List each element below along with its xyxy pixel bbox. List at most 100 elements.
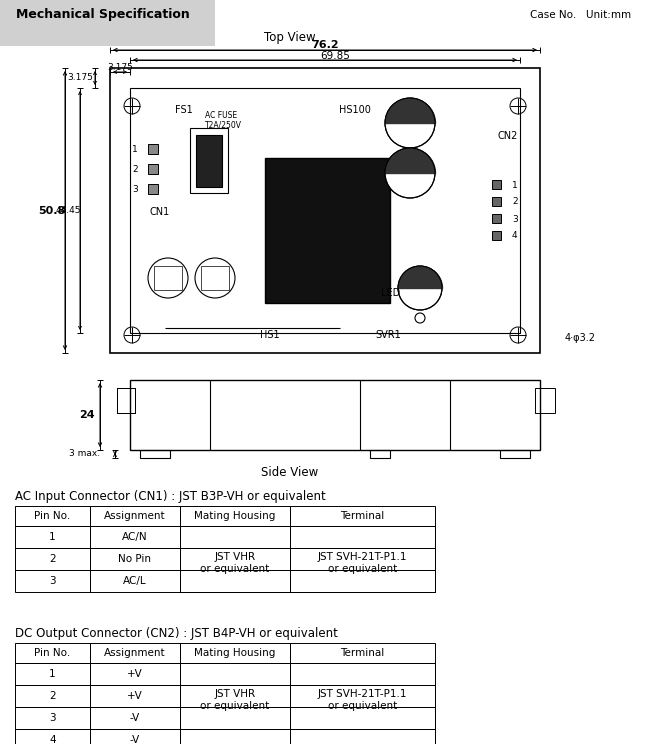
Bar xyxy=(130,88,520,333)
Text: 3.175: 3.175 xyxy=(107,63,133,72)
Text: 4·φ3.2: 4·φ3.2 xyxy=(565,333,596,343)
Bar xyxy=(15,707,90,729)
Bar xyxy=(90,506,180,526)
Text: 1: 1 xyxy=(512,181,518,190)
Text: Pin No.: Pin No. xyxy=(34,511,70,521)
Bar xyxy=(90,663,180,685)
Bar xyxy=(180,526,290,548)
Bar xyxy=(90,685,180,707)
Bar xyxy=(117,388,135,413)
Bar xyxy=(90,643,180,663)
Bar xyxy=(140,450,170,458)
Bar xyxy=(180,685,290,707)
Text: 2: 2 xyxy=(49,554,56,564)
Text: Top View: Top View xyxy=(264,31,316,45)
Bar xyxy=(196,135,222,187)
Text: or equivalent: or equivalent xyxy=(328,564,397,574)
Text: AC/N: AC/N xyxy=(122,532,148,542)
Text: JST SVH-21T-P1.1: JST SVH-21T-P1.1 xyxy=(318,552,407,562)
Text: or equivalent: or equivalent xyxy=(328,701,397,711)
Bar xyxy=(500,450,530,458)
Bar xyxy=(180,506,290,526)
Text: HS100: HS100 xyxy=(339,105,371,115)
Text: 3 max.: 3 max. xyxy=(69,449,100,458)
Bar xyxy=(290,663,435,685)
Text: 2: 2 xyxy=(133,165,138,175)
Text: 3: 3 xyxy=(512,214,518,223)
Text: Terminal: Terminal xyxy=(340,511,385,521)
Bar xyxy=(180,643,290,663)
Bar xyxy=(15,506,90,526)
Bar xyxy=(290,643,435,663)
Circle shape xyxy=(398,266,442,310)
Text: 1: 1 xyxy=(49,669,56,679)
Bar xyxy=(190,128,228,193)
Text: AC Input Connector (CN1) : JST B3P-VH or equivalent: AC Input Connector (CN1) : JST B3P-VH or… xyxy=(15,490,326,503)
Bar xyxy=(290,506,435,526)
Text: +V: +V xyxy=(127,669,143,679)
Bar xyxy=(15,526,90,548)
Text: AC/L: AC/L xyxy=(123,576,147,586)
Text: +V: +V xyxy=(127,691,143,701)
Text: JST VHR: JST VHR xyxy=(214,552,255,562)
Text: 3: 3 xyxy=(49,713,56,723)
Text: DC Output Connector (CN2) : JST B4P-VH or equivalent: DC Output Connector (CN2) : JST B4P-VH o… xyxy=(15,627,338,640)
Bar xyxy=(15,663,90,685)
Bar xyxy=(180,663,290,744)
Text: Mechanical Specification: Mechanical Specification xyxy=(16,8,190,21)
Bar xyxy=(90,526,180,548)
Text: or equivalent: or equivalent xyxy=(200,564,269,574)
Text: Assignment: Assignment xyxy=(105,648,165,658)
Bar xyxy=(492,214,501,223)
Text: Terminal: Terminal xyxy=(340,648,385,658)
Text: 4: 4 xyxy=(49,735,56,744)
Bar xyxy=(201,266,229,290)
Text: 4: 4 xyxy=(512,231,518,240)
Bar xyxy=(180,570,290,592)
Bar xyxy=(15,729,90,744)
Text: 1: 1 xyxy=(49,532,56,542)
Bar xyxy=(15,548,90,570)
Text: 2: 2 xyxy=(49,691,56,701)
Text: AC FUSE: AC FUSE xyxy=(205,112,237,121)
Bar xyxy=(290,526,435,548)
Bar xyxy=(492,231,501,240)
Bar xyxy=(492,197,501,206)
Bar xyxy=(290,729,435,744)
Text: LED: LED xyxy=(381,288,400,298)
Text: or equivalent: or equivalent xyxy=(200,701,269,711)
Bar xyxy=(15,643,90,663)
Text: Side View: Side View xyxy=(261,466,319,478)
Text: Assignment: Assignment xyxy=(105,511,165,521)
Bar xyxy=(290,685,435,707)
Text: 44.45: 44.45 xyxy=(55,206,81,215)
Text: CN1: CN1 xyxy=(150,207,170,217)
Bar xyxy=(15,570,90,592)
Text: 69.85: 69.85 xyxy=(320,51,350,61)
Text: Case No.   Unit:mm: Case No. Unit:mm xyxy=(530,10,631,20)
Bar xyxy=(265,158,390,303)
Text: -V: -V xyxy=(130,735,140,744)
Circle shape xyxy=(385,98,435,148)
Bar xyxy=(117,388,135,413)
Text: No Pin: No Pin xyxy=(119,554,151,564)
Text: 2: 2 xyxy=(512,197,518,207)
Bar xyxy=(290,548,435,570)
Bar xyxy=(90,729,180,744)
Bar xyxy=(180,548,290,570)
Text: T2A/250V: T2A/250V xyxy=(205,121,242,129)
Bar xyxy=(180,526,290,592)
Bar xyxy=(15,685,90,707)
Text: Mating Housing: Mating Housing xyxy=(194,648,275,658)
Bar xyxy=(148,184,158,194)
Bar xyxy=(492,180,501,189)
Text: 3: 3 xyxy=(49,576,56,586)
Text: 76.2: 76.2 xyxy=(311,40,339,50)
Bar xyxy=(535,388,555,413)
Circle shape xyxy=(385,148,435,198)
Bar xyxy=(90,548,180,570)
Bar xyxy=(290,570,435,592)
Bar xyxy=(130,380,540,450)
Bar xyxy=(154,266,182,290)
Text: Pin No.: Pin No. xyxy=(34,648,70,658)
